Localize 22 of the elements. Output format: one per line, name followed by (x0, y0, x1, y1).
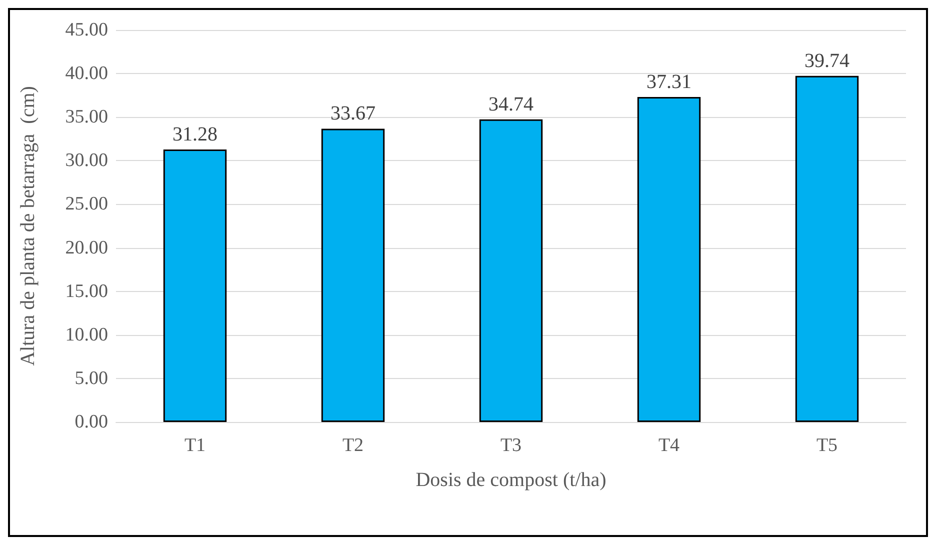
y-tick-label: 0.00 (74, 412, 108, 432)
y-axis-title: Altura de planta de betarraga (cm) (17, 86, 39, 366)
data-label: 37.31 (646, 70, 692, 93)
y-tick-label: 45.00 (65, 20, 108, 40)
y-tick-label: 10.00 (65, 324, 108, 346)
y-tick-label: 5.00 (74, 368, 108, 389)
y-tick-label: 30.00 (65, 150, 108, 172)
data-label: 34.74 (488, 93, 534, 116)
y-tick-label: 35.00 (65, 106, 108, 128)
y-tick-label: 25.00 (65, 194, 108, 215)
x-tick-label: T3 (500, 435, 522, 456)
y-tick-label: 40.00 (65, 63, 108, 84)
y-tick-label: 15.00 (65, 280, 108, 302)
x-tick-label: T4 (658, 435, 680, 456)
data-label: 33.67 (330, 102, 376, 125)
x-tick-label: T1 (184, 435, 206, 456)
x-tick-label: T5 (816, 435, 838, 456)
x-axis-title: Dosis de compost (t/ha) (416, 469, 606, 491)
data-label: 39.74 (804, 50, 850, 72)
data-label: 31.28 (172, 124, 218, 146)
x-tick-label: T2 (342, 435, 364, 456)
y-tick-label: 20.00 (65, 237, 108, 258)
